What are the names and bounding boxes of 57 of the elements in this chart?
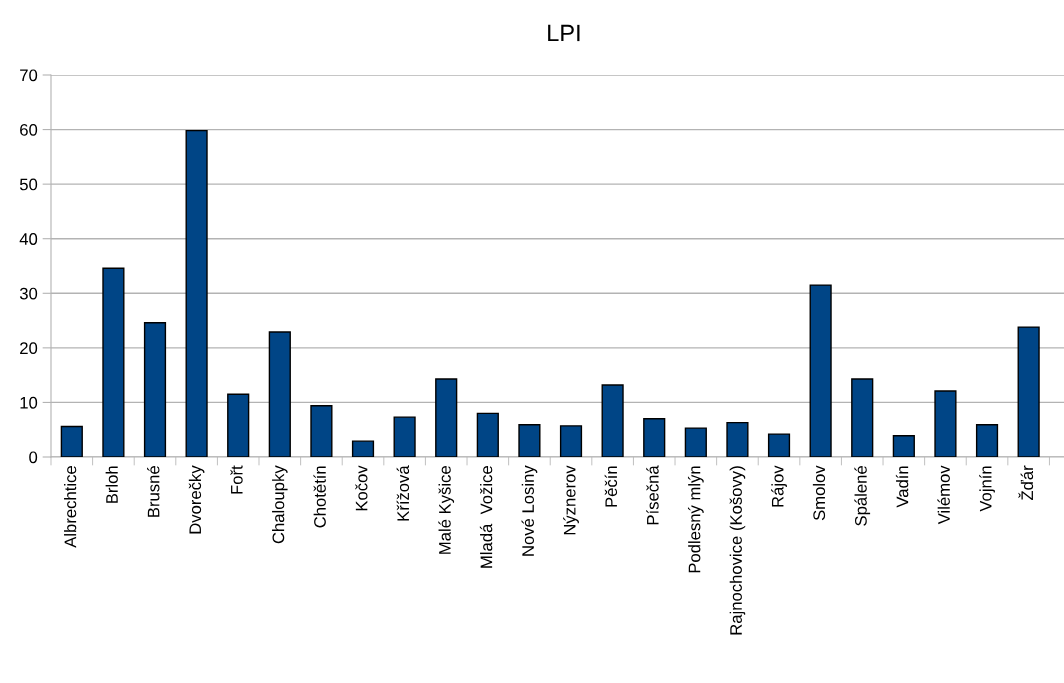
bar xyxy=(559,425,583,457)
bar xyxy=(102,267,125,457)
bar xyxy=(268,331,291,457)
x-tick-label: Chotětín xyxy=(313,466,326,528)
x-tick-label: Rájov xyxy=(771,465,787,507)
chart-title: LPI xyxy=(548,24,580,42)
x-tick-label: Dvorečky xyxy=(188,465,205,534)
x-tick-label: Nýznerov xyxy=(563,465,579,535)
x-tick-label: Brusné xyxy=(147,466,160,517)
x-tick-label: Pěčín xyxy=(604,466,618,507)
y-tick-label: 0 xyxy=(29,451,38,464)
x-tick-label: Brloh xyxy=(105,466,118,503)
x-tick-label: Vilémov xyxy=(937,465,950,525)
x-tick-label: Kočov xyxy=(355,465,368,511)
bar xyxy=(1017,326,1040,457)
x-tick-label: Žďár xyxy=(1018,465,1034,501)
x-tick-label: Malé Kyšice xyxy=(438,466,455,554)
y-tick-label: 20 xyxy=(20,342,38,355)
bar xyxy=(60,425,83,457)
y-tick-label: 70 xyxy=(20,69,38,82)
bar xyxy=(684,427,707,457)
bar xyxy=(518,424,541,457)
bar xyxy=(851,378,874,457)
bar xyxy=(435,378,458,457)
bar xyxy=(143,322,167,457)
y-tick-label: 40 xyxy=(19,233,38,245)
x-tick-label: Křížová xyxy=(396,465,410,521)
x-tick-label: Mladá Vožice xyxy=(479,466,493,568)
x-tick-label: Chaloupky xyxy=(272,465,288,544)
x-tick-label: Smolov xyxy=(812,465,826,521)
bar xyxy=(601,384,624,457)
bar xyxy=(643,418,666,457)
bar xyxy=(227,393,250,457)
x-tick-label: Podlesný mlýn xyxy=(687,466,704,573)
y-tick-label: 30 xyxy=(19,287,38,300)
bar xyxy=(726,421,749,457)
x-tick-label: Nové Losiny xyxy=(521,465,538,556)
y-tick-label: 50 xyxy=(19,178,38,191)
x-tick-label: Spálené xyxy=(854,466,871,526)
bar xyxy=(892,435,915,457)
x-tick-label: Vojnín xyxy=(979,466,995,512)
bar xyxy=(185,129,208,457)
bar xyxy=(934,390,957,457)
y-tick-label: 60 xyxy=(20,123,38,136)
bar xyxy=(393,416,416,457)
bar xyxy=(767,433,791,457)
x-tick-label: Písečná xyxy=(646,465,659,525)
bar xyxy=(476,412,499,457)
x-tick-label: Fořt xyxy=(230,465,243,494)
x-tick-label: Rajnochovice (Košovy) xyxy=(729,466,746,635)
x-tick-label: Albrechtice xyxy=(64,466,77,548)
bar xyxy=(975,424,999,457)
x-tick-label: Vadín xyxy=(895,466,909,508)
bar xyxy=(809,284,832,457)
bar xyxy=(310,405,333,457)
y-tick-label: 10 xyxy=(20,396,38,409)
bar xyxy=(351,440,375,457)
